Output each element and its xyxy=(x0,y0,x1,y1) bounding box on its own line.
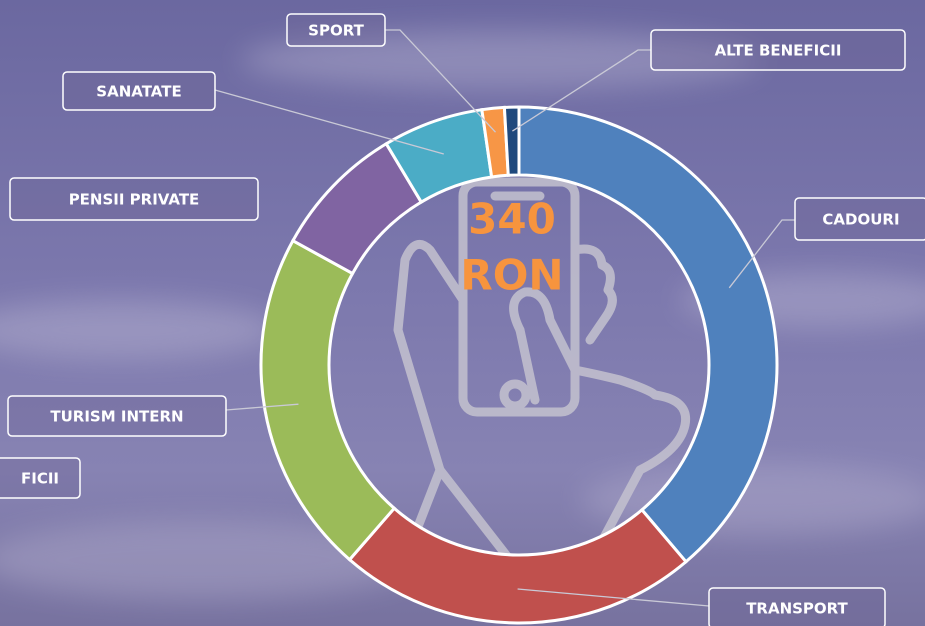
category-label: CADOURI xyxy=(822,211,899,229)
center-label: RON xyxy=(460,251,563,300)
screen: CADOURI TRANSPORT TURISM INTERN PENSII PRIV… xyxy=(0,0,925,626)
center-label: 340 xyxy=(468,195,556,244)
category-label: TURISM INTERN xyxy=(50,408,183,426)
donut-segment xyxy=(504,107,519,175)
category-label: SANATATE xyxy=(96,83,181,101)
annotation: FICII xyxy=(21,470,59,488)
category-label: PENSII PRIVATE xyxy=(69,191,200,209)
category-label: ALTE BENEFICII xyxy=(715,42,842,60)
category-label: TRANSPORT xyxy=(746,600,848,618)
donut-segment xyxy=(350,508,686,623)
leader-line xyxy=(215,90,444,154)
chart: CADOURI TRANSPORT TURISM INTERN PENSII PRIV… xyxy=(0,0,925,626)
category-label: SPORT xyxy=(308,22,364,40)
donut-segment xyxy=(261,241,394,560)
